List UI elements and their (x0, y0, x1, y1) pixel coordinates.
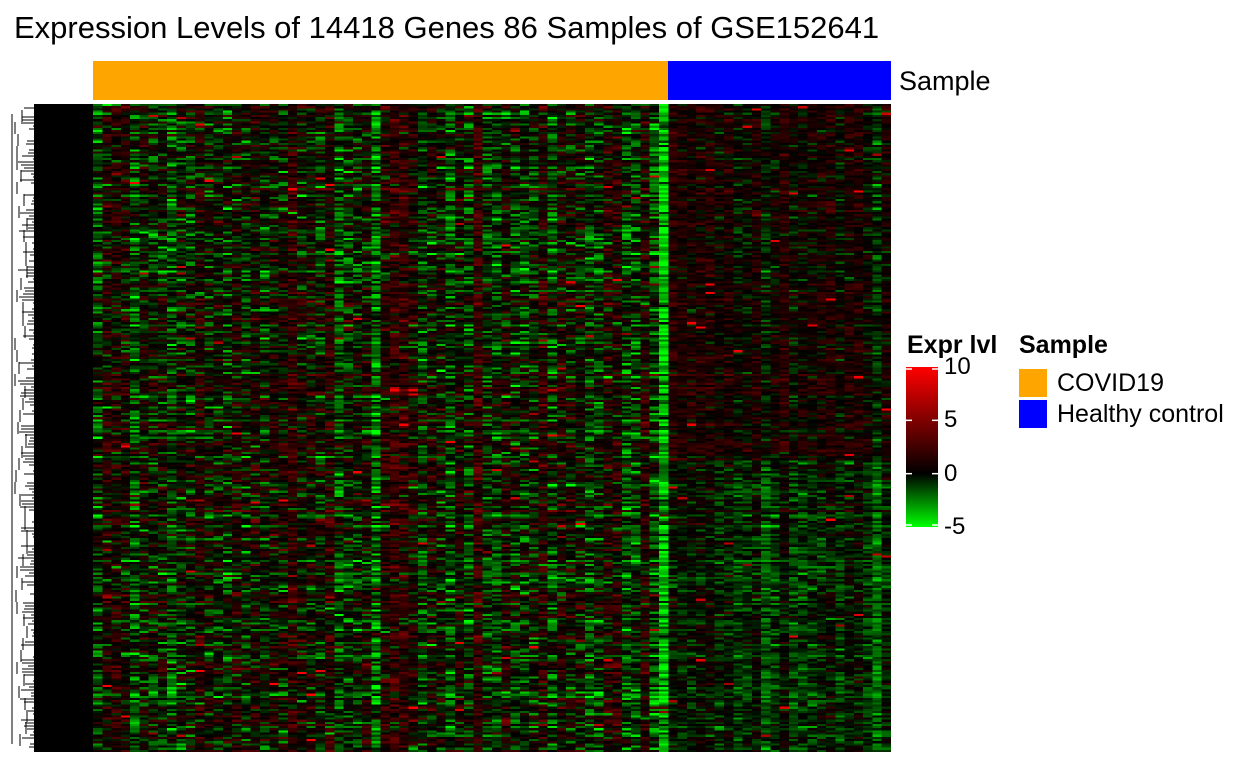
colorbar-tick-label: 5 (944, 406, 958, 434)
legend-swatch-healthy-control (1019, 400, 1047, 428)
colorbar-tick-label: 0 (944, 459, 958, 487)
colorbar-tick-label: 10 (944, 353, 971, 380)
sample-annotation-bar (93, 61, 891, 100)
sample-legend-title: Sample (1019, 331, 1108, 359)
chart-title: Expression Levels of 14418 Genes 86 Samp… (14, 10, 880, 45)
legend-label-covid19: COVID19 (1057, 368, 1164, 397)
heatmap-cells (93, 104, 891, 752)
expr-colorbar (906, 367, 938, 527)
legend-label-healthy-control: Healthy control (1057, 399, 1224, 428)
annotation-segment-healthy-control (668, 61, 891, 100)
expr-legend-title: Expr lvl (907, 331, 998, 359)
legend-swatch-covid19 (1019, 369, 1047, 397)
row-dendrogram (11, 104, 93, 752)
legend-item-covid19: COVID19 (1019, 368, 1164, 398)
annotation-segment-covid19 (93, 61, 669, 100)
annotation-label: Sample (899, 66, 991, 96)
heatmap-body (93, 104, 891, 752)
legend-item-healthy-control: Healthy control (1019, 399, 1224, 429)
colorbar-tick-label: -5 (944, 513, 966, 540)
